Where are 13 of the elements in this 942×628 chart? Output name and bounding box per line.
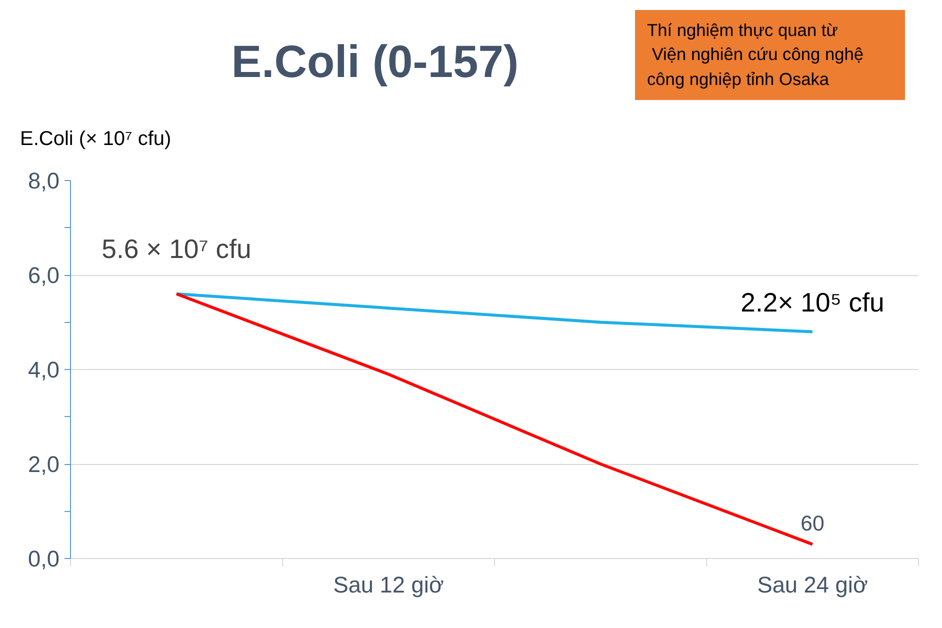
y-tick-label: 0,0	[28, 546, 60, 572]
x-tick-label: Sau 12 giờ	[333, 572, 444, 598]
annotation: 2.2× 10⁵ cfu	[740, 288, 884, 318]
annotation: 60	[800, 511, 824, 536]
y-axis-title: E.Coli (× 10⁷ cfu)	[20, 127, 172, 152]
y-tick-label: 2,0	[28, 451, 60, 477]
y-tick-label: 8,0	[28, 168, 60, 194]
y-tick-label: 4,0	[28, 356, 60, 382]
text: Thí nghiệm thực quan từ Viện nghiên cứu công nghệ công nghiệp tỉnh Osaka	[647, 19, 864, 91]
chart-title: E.Coli (0-157)	[231, 35, 519, 89]
x-tick-label: Sau 24 giờ	[757, 572, 868, 598]
y-tick-label: 6,0	[28, 262, 60, 288]
annotation: 5.6 × 10⁷ cfu	[102, 234, 252, 264]
